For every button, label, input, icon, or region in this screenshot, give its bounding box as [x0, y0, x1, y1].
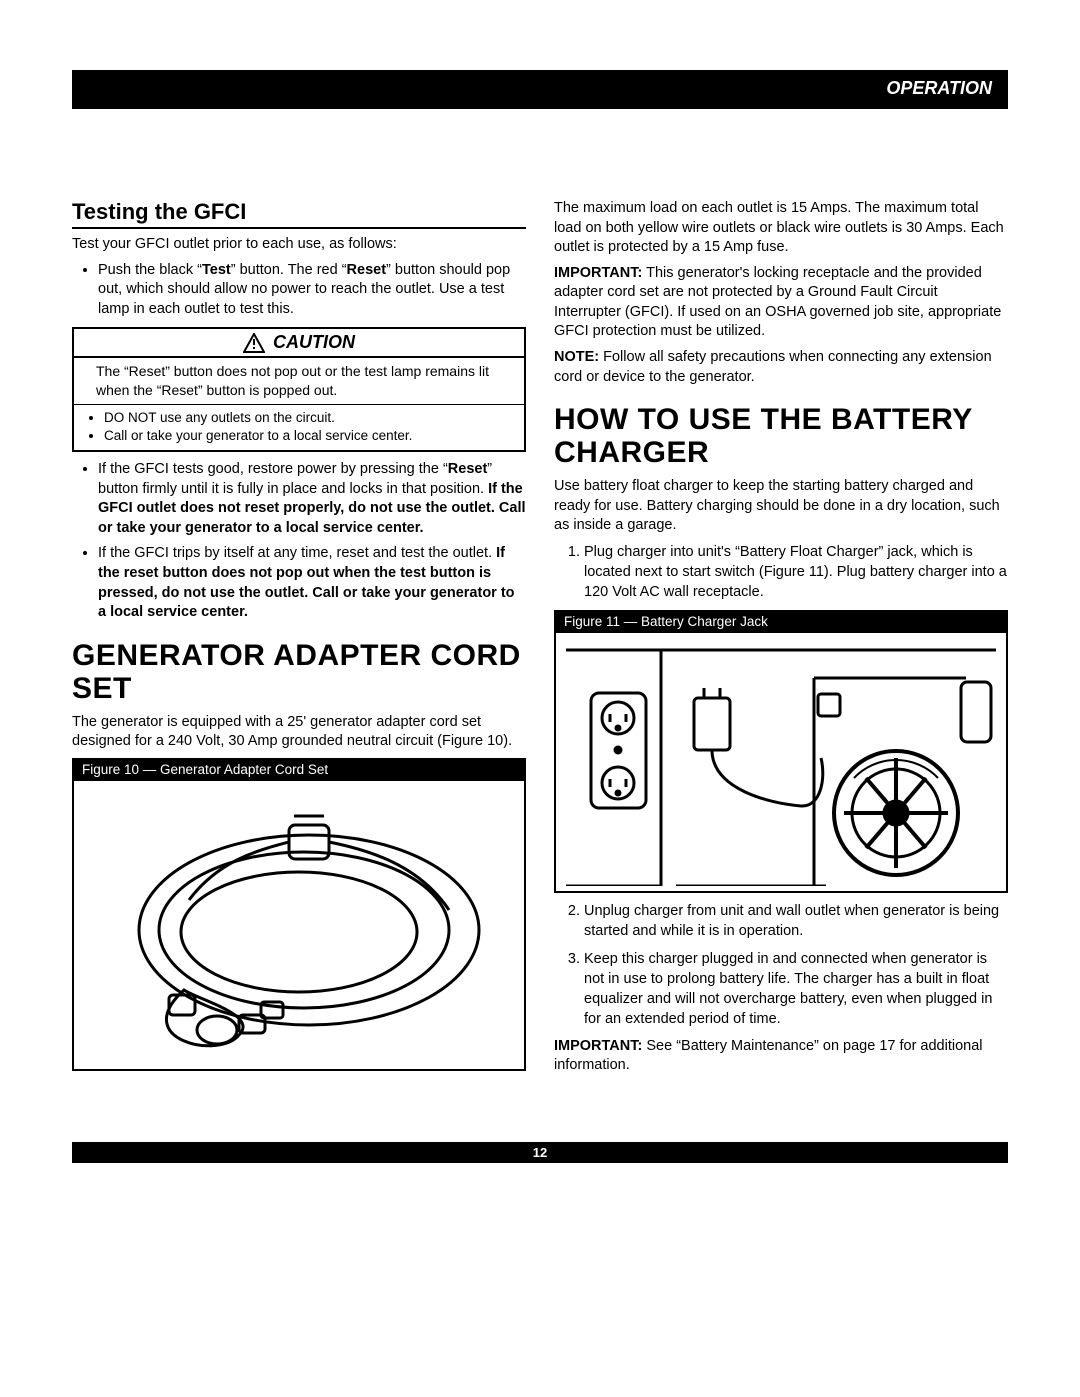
caution-box: CAUTION The “Reset” button does not pop … — [72, 327, 526, 452]
p-max-load: The maximum load on each outlet is 15 Am… — [554, 199, 1008, 258]
figure-10-caption: Figure 10 — Generator Adapter Cord Set — [72, 758, 526, 781]
heading-battery-charger: HOW TO USE THE BATTERY CHARGER — [554, 403, 1008, 469]
caution-body-text: The “Reset” button does not pop out or t… — [74, 358, 524, 405]
footer-page-number: 12 — [72, 1142, 1008, 1163]
heading-testing-gfci: Testing the GFCI — [72, 199, 526, 229]
charger-step-3: Keep this charger plugged in and connect… — [584, 949, 1008, 1029]
heading-cord-set: GENERATOR ADAPTER CORD SET — [72, 639, 526, 705]
charger-steps: Plug charger into unit's “Battery Float … — [554, 542, 1008, 602]
caution-list: DO NOT use any outlets on the circuit. C… — [74, 405, 524, 450]
left-column: Testing the GFCI Test your GFCI outlet p… — [72, 199, 526, 1082]
caution-li-1: DO NOT use any outlets on the circuit. — [104, 409, 514, 427]
warning-icon — [243, 333, 265, 353]
bullet-reset-good: If the GFCI tests good, restore power by… — [98, 460, 526, 538]
figure-10-image — [72, 781, 526, 1071]
p-important-maintenance: IMPORTANT: See “Battery Maintenance” on … — [554, 1037, 1008, 1076]
figure-11-image — [554, 633, 1008, 893]
charger-step-2: Unplug charger from unit and wall outlet… — [584, 901, 1008, 941]
header-section-label: OPERATION — [886, 78, 992, 98]
charger-steps-cont: Unplug charger from unit and wall outlet… — [554, 901, 1008, 1029]
caution-title: CAUTION — [74, 329, 524, 358]
right-column: The maximum load on each outlet is 15 Am… — [554, 199, 1008, 1082]
p-note-safety: NOTE: Follow all safety precautions when… — [554, 348, 1008, 387]
header-section-bar: OPERATION — [72, 70, 1008, 109]
p-cord-set: The generator is equipped with a 25' gen… — [72, 713, 526, 752]
bullet-test-button: Push the black “Test” button. The red “R… — [98, 261, 526, 320]
p-charger-intro: Use battery float charger to keep the st… — [554, 477, 1008, 536]
p-important-gfci: IMPORTANT: This generator's locking rece… — [554, 264, 1008, 342]
charger-step-1: Plug charger into unit's “Battery Float … — [584, 542, 1008, 602]
caution-li-2: Call or take your generator to a local s… — [104, 427, 514, 445]
p-test-intro: Test your GFCI outlet prior to each use,… — [72, 235, 526, 255]
figure-11-caption: Figure 11 — Battery Charger Jack — [554, 610, 1008, 633]
bullet-trips: If the GFCI trips by itself at any time,… — [98, 544, 526, 622]
